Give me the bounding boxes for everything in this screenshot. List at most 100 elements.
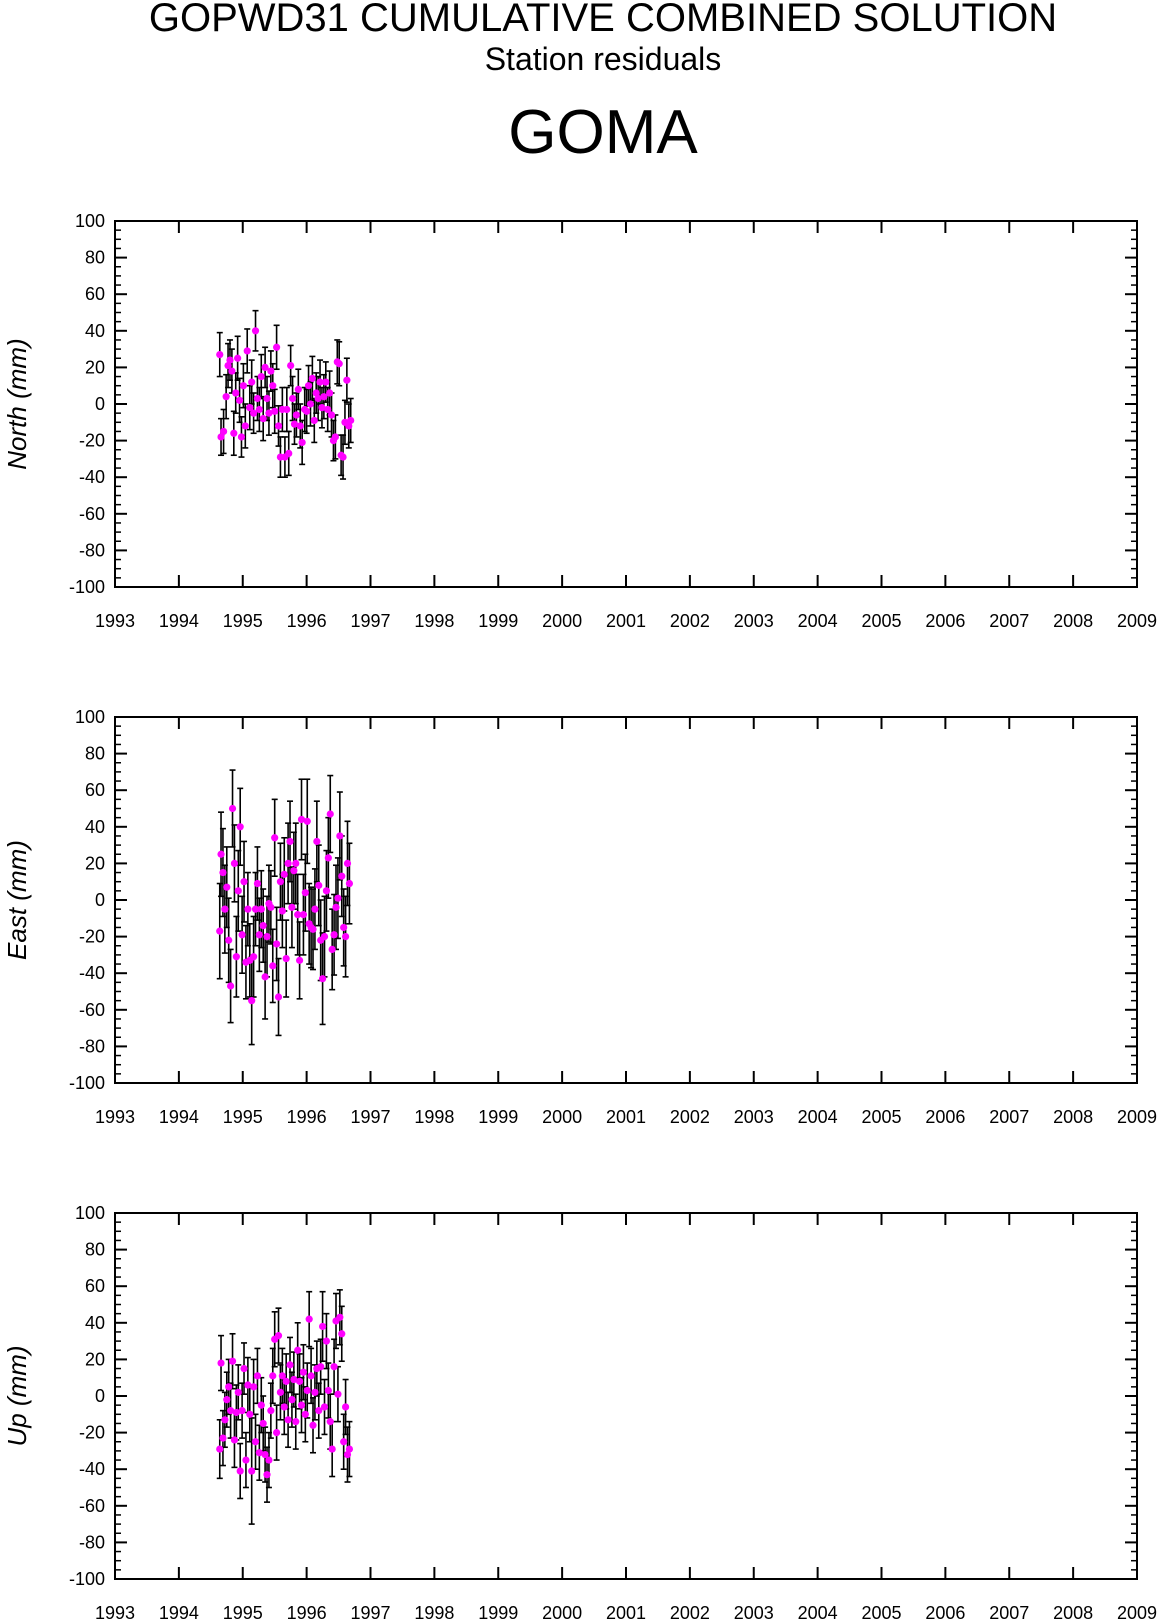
up-data-point: [338, 1330, 346, 1338]
up-y-tick-label: -100: [69, 1569, 105, 1589]
north-data-point: [224, 361, 232, 370]
east-data-point: [221, 905, 229, 913]
east-x-tick-label: 1999: [478, 1107, 518, 1127]
up-x-tick-label: 2004: [798, 1603, 838, 1621]
north-x-tick-label: 2006: [925, 611, 965, 631]
east-y-tick-label: -80: [79, 1036, 105, 1056]
up-x-tick-label: 1999: [478, 1603, 518, 1621]
up-data-point: [288, 1396, 296, 1404]
up-y-tick-label: 60: [85, 1276, 105, 1296]
up-data-point: [280, 1403, 288, 1411]
north-data-point: [347, 416, 355, 425]
east-data-point: [232, 953, 240, 961]
up-data-point: [251, 1438, 260, 1446]
up-data-point: [324, 1386, 332, 1395]
east-data-point: [322, 887, 331, 895]
east-data-point: [343, 859, 352, 868]
east-y-tick-label: 60: [85, 780, 105, 800]
up-data-point: [282, 1377, 290, 1385]
east-y-tick-label: 40: [85, 817, 105, 837]
east-data-point: [324, 854, 332, 862]
north-data-point: [259, 415, 267, 423]
north-data-point: [241, 422, 249, 430]
up-x-tick-label: 2008: [1053, 1603, 1093, 1621]
up-data-point: [236, 1467, 244, 1475]
north-x-tick-label: 1996: [287, 611, 327, 631]
up-data-point: [232, 1408, 240, 1417]
east-x-tick-label: 2007: [989, 1107, 1029, 1127]
east-data-point: [280, 870, 288, 878]
east-data-point: [267, 903, 275, 911]
east-data-point: [334, 894, 342, 902]
up-data-point: [246, 1410, 254, 1418]
north-data-point: [326, 389, 334, 397]
north-x-tick-label: 1994: [159, 611, 199, 631]
north-data-point: [292, 411, 301, 419]
north-data-point: [304, 382, 313, 390]
east-data-point: [326, 810, 334, 818]
north-data-point: [339, 453, 347, 461]
east-y-tick-label: -60: [79, 1000, 105, 1020]
east-data-point: [292, 859, 300, 868]
up-data-point: [334, 1390, 342, 1398]
north-y-tick-label: 100: [75, 211, 105, 231]
up-x-tick-label: 1998: [414, 1603, 454, 1621]
up-data-point: [238, 1407, 246, 1415]
north-data-point: [263, 394, 271, 403]
east-y-tick-label: 0: [95, 890, 105, 910]
up-data-point: [230, 1436, 239, 1444]
north-x-tick-label: 2000: [542, 611, 582, 631]
north-data-point: [217, 433, 225, 441]
up-data-point: [330, 1363, 338, 1371]
up-data-point: [341, 1403, 350, 1411]
up-y-tick-label: 40: [85, 1313, 105, 1333]
east-data-point: [274, 993, 283, 1001]
east-data-point: [318, 975, 327, 983]
up-y-tick-label: -80: [79, 1532, 105, 1552]
up-y-tick-label: -60: [79, 1496, 105, 1516]
up-plot-frame: [114, 1212, 1138, 1580]
up-data-point: [250, 1383, 258, 1391]
up-x-tick-label: 2009: [1117, 1603, 1157, 1621]
north-x-tick-label: 1997: [350, 611, 390, 631]
up-data-point: [336, 1313, 344, 1321]
chart-title: GOPWD31 CUMULATIVE COMBINED SOLUTION: [148, 0, 1058, 40]
north-data-point: [222, 393, 230, 401]
north-x-tick-label: 2008: [1053, 611, 1093, 631]
up-data-point: [257, 1401, 265, 1409]
north-data-point: [261, 363, 269, 371]
north-data-point: [290, 420, 299, 428]
east-data-point: [294, 911, 302, 919]
up-data-point: [326, 1418, 334, 1426]
north-x-tick-label: 1999: [478, 611, 518, 631]
up-data-point: [267, 1407, 275, 1415]
east-data-point: [259, 922, 267, 930]
east-data-point: [278, 907, 286, 915]
north-data-point: [288, 394, 297, 403]
east-data-point: [273, 940, 281, 948]
up-data-point: [305, 1315, 313, 1323]
east-x-tick-label: 1994: [159, 1107, 199, 1127]
north-data-point: [322, 378, 330, 386]
north-data-point: [298, 438, 306, 447]
up-data-point: [295, 1377, 304, 1385]
east-data-point: [271, 834, 279, 842]
east-y-axis-label: East (mm): [2, 840, 32, 960]
north-data-point: [273, 343, 281, 351]
north-data-point: [343, 376, 351, 384]
north-data-point: [239, 382, 247, 390]
east-x-tick-label: 1998: [414, 1107, 454, 1127]
north-y-tick-label: -20: [79, 431, 105, 451]
up-x-tick-label: 2002: [670, 1603, 710, 1621]
up-data-point: [263, 1471, 271, 1479]
up-data-point: [292, 1418, 300, 1426]
east-data-point: [320, 933, 329, 941]
north-panel: 1993 1994 1995 1996 1997 1998 1999 2000 2001 2002…: [2, 211, 1157, 631]
up-data-point: [221, 1416, 229, 1424]
up-data-point: [217, 1359, 225, 1367]
east-data-point: [230, 859, 239, 868]
east-data-point: [311, 905, 319, 913]
north-data-point: [255, 405, 263, 414]
north-data-point: [331, 433, 339, 441]
up-data-point: [219, 1434, 227, 1442]
